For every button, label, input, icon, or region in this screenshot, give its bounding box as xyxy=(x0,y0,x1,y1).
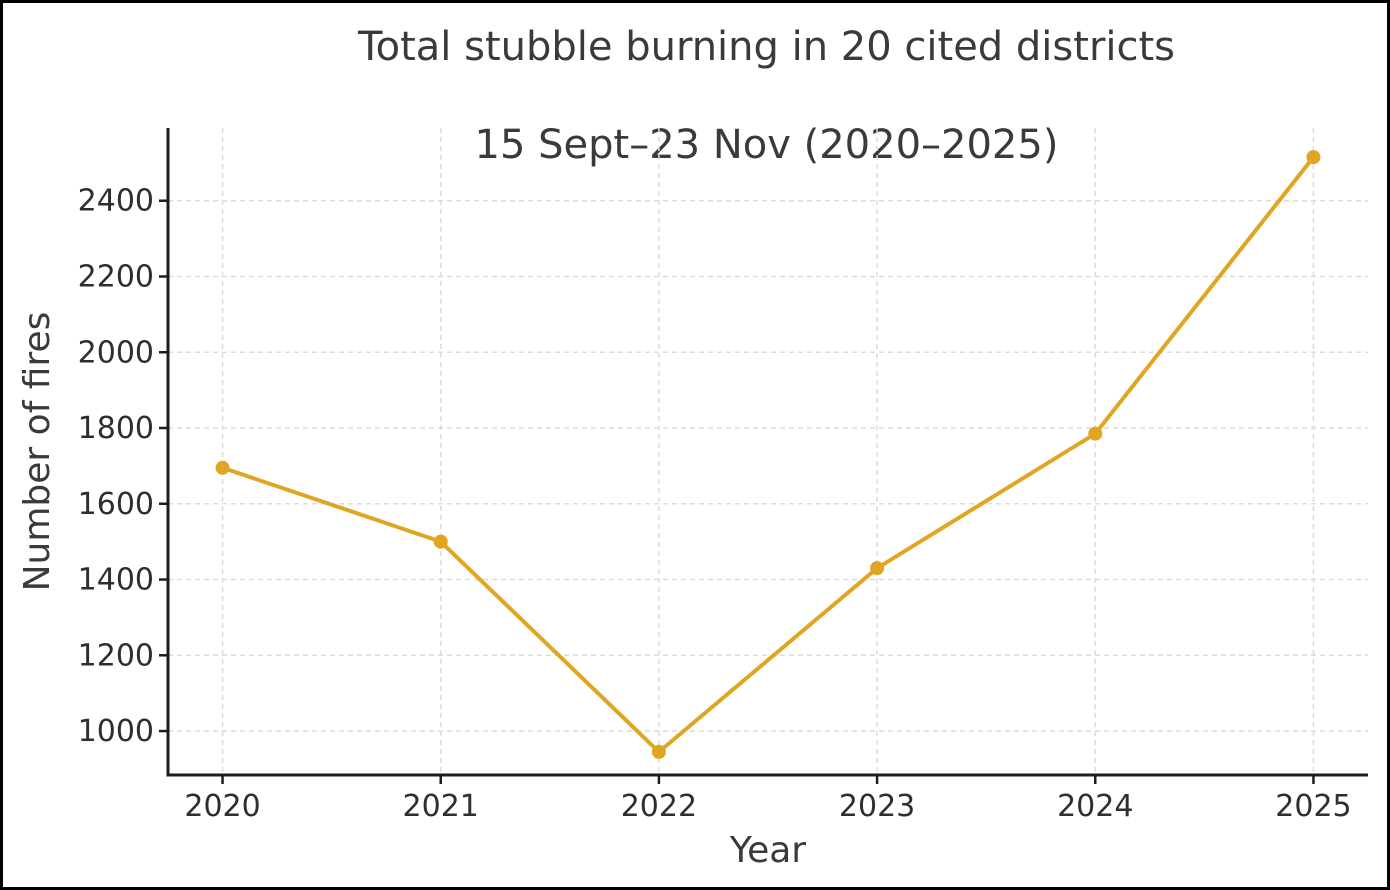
y-tick-label-1000: 1000 xyxy=(78,714,154,749)
x-tick-label-2021: 2021 xyxy=(403,789,479,824)
x-tick-label-2022: 2022 xyxy=(621,789,697,824)
chart-title-line2: 15 Sept–23 Nov (2020–2025) xyxy=(474,122,1059,168)
chart-title-line1: Total stubble burning in 20 cited distri… xyxy=(357,24,1176,70)
y-tick-label-2000: 2000 xyxy=(78,335,154,370)
data-point-2021 xyxy=(433,534,448,549)
data-point-2022 xyxy=(651,744,666,759)
y-tick-label-1200: 1200 xyxy=(78,638,154,673)
series-line-number-of-fires xyxy=(220,155,1316,754)
y-tick-label-1400: 1400 xyxy=(78,563,154,598)
data-point-2023 xyxy=(870,561,885,576)
data-point-2025 xyxy=(1306,150,1321,165)
x-tick-label-2020: 2020 xyxy=(184,789,260,824)
y-tick-label-2200: 2200 xyxy=(78,259,154,294)
data-point-2024 xyxy=(1088,426,1103,441)
y-tick-label-1800: 1800 xyxy=(78,411,154,446)
data-point-2020 xyxy=(215,460,230,475)
y-axis-label: Number of fires xyxy=(17,312,58,592)
x-tick-label-2024: 2024 xyxy=(1057,789,1133,824)
y-tick-label-1600: 1600 xyxy=(78,487,154,522)
x-axis-label: Year xyxy=(729,830,806,871)
y-tick-label-2400: 2400 xyxy=(78,184,154,219)
line-chart: 2020 2021 2022 2023 2024 2025 1000 1200 1400 1600… xyxy=(17,128,1368,871)
x-tick-label-2025: 2025 xyxy=(1275,789,1351,824)
chart-title: Total stubble burning in 20 cited distri… xyxy=(165,23,1368,170)
x-tick-label-2023: 2023 xyxy=(839,789,915,824)
